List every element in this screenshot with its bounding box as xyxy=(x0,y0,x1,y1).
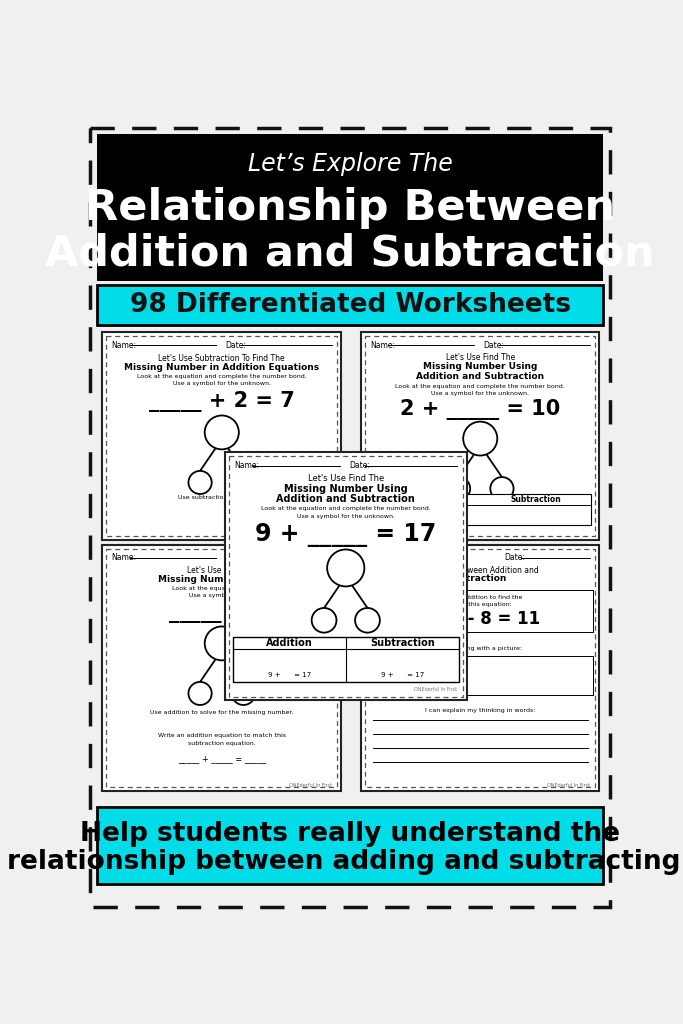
Text: Look at the equation and complete the number bond.: Look at the equation and complete the nu… xyxy=(395,384,565,389)
Text: ny thinking with a picture:: ny thinking with a picture: xyxy=(438,646,522,651)
Text: Use a symbol for the unknown.: Use a symbol for the unknown. xyxy=(173,381,270,386)
Bar xyxy=(229,457,463,696)
Text: ber in this equation:: ber in this equation: xyxy=(448,602,512,607)
Circle shape xyxy=(232,682,255,705)
Bar xyxy=(361,333,599,541)
Text: ubtraction: ubtraction xyxy=(454,574,507,584)
Text: Date:: Date: xyxy=(350,461,370,470)
Text: Addition: Addition xyxy=(266,638,313,648)
Text: Addition and Subtraction: Addition and Subtraction xyxy=(45,232,655,274)
Text: Missing Number Using: Missing Number Using xyxy=(423,362,538,372)
Circle shape xyxy=(232,471,255,494)
Text: 9 +      = 17: 9 + = 17 xyxy=(380,672,424,678)
Text: Name:: Name: xyxy=(112,341,137,350)
Text: Subtraction: Subtraction xyxy=(510,495,561,504)
Bar xyxy=(97,807,603,884)
Text: _____ - 10: _____ - 10 xyxy=(169,602,274,623)
Text: Use addition to solve for the missing number.: Use addition to solve for the missing nu… xyxy=(150,711,294,715)
Text: an use addition to find the: an use addition to find the xyxy=(438,595,522,600)
Text: ONEderful In First: ONEderful In First xyxy=(547,782,590,787)
Text: 2 + _____ = 10: 2 + _____ = 10 xyxy=(400,398,560,420)
Text: 9 + _____ = 17: 9 + _____ = 17 xyxy=(255,523,436,547)
Text: Missing Number in Subtr: Missing Number in Subtr xyxy=(158,575,285,584)
Text: Date:: Date: xyxy=(484,341,505,350)
Text: Name:: Name: xyxy=(371,341,395,350)
Circle shape xyxy=(205,627,239,660)
Bar xyxy=(225,453,466,700)
Bar xyxy=(102,333,341,541)
Circle shape xyxy=(447,477,470,500)
Bar xyxy=(97,285,603,325)
Text: Use subtraction to solve for: Use subtraction to solve for xyxy=(178,496,265,501)
Text: relationship between adding and subtracting!: relationship between adding and subtract… xyxy=(8,849,683,876)
Text: Write an addition equation to match this: Write an addition equation to match this xyxy=(158,733,285,738)
Text: Look at the equation and comp: Look at the equation and comp xyxy=(172,586,271,591)
Text: Date:: Date: xyxy=(225,553,247,562)
Text: tionship Between Addition and: tionship Between Addition and xyxy=(421,565,539,574)
Bar xyxy=(233,637,459,682)
Text: 9 +      = 17: 9 + = 17 xyxy=(268,672,311,678)
Text: 98 Differentiated Worksheets: 98 Differentiated Worksheets xyxy=(130,292,570,317)
Bar xyxy=(107,549,337,787)
Bar xyxy=(97,134,603,281)
Circle shape xyxy=(355,608,380,633)
Text: Let's Use Subtraction To Find The: Let's Use Subtraction To Find The xyxy=(158,354,285,362)
Text: _____ + 2 = 7: _____ + 2 = 7 xyxy=(149,391,294,412)
Text: Date:: Date: xyxy=(225,341,247,350)
Text: Let's Use Find The: Let's Use Find The xyxy=(307,474,384,483)
Text: Use a symbol for the unknown.: Use a symbol for the unknown. xyxy=(431,390,529,395)
Text: Date:: Date: xyxy=(504,553,525,562)
Circle shape xyxy=(311,608,337,633)
Text: Use a symbol for the unknown.: Use a symbol for the unknown. xyxy=(297,514,395,519)
Text: Addition and Subtraction: Addition and Subtraction xyxy=(416,372,544,381)
Circle shape xyxy=(327,550,364,587)
Text: Let's Use Addition: Let's Use Addition xyxy=(187,565,256,574)
Text: Help students really understand the: Help students really understand the xyxy=(80,820,620,847)
Circle shape xyxy=(490,477,514,500)
Circle shape xyxy=(189,682,212,705)
Bar xyxy=(361,545,599,792)
Bar xyxy=(369,494,591,525)
Text: Use a symbol for the: Use a symbol for the xyxy=(189,593,254,598)
Text: _____ + _____ = _____: _____ + _____ = _____ xyxy=(178,755,266,764)
Text: I can explain my thinking in words:: I can explain my thinking in words: xyxy=(425,708,535,713)
Text: Let’s Explore The: Let’s Explore The xyxy=(248,152,452,176)
Text: Addition and Subtraction: Addition and Subtraction xyxy=(277,494,415,504)
Circle shape xyxy=(463,422,497,456)
Text: Look at the equation and complete the number bond.: Look at the equation and complete the nu… xyxy=(261,506,431,511)
Text: ONEderful In First: ONEderful In First xyxy=(289,782,332,787)
Text: Subtraction: Subtraction xyxy=(370,638,434,648)
Text: Name:: Name: xyxy=(234,461,259,470)
Text: Look at the equation and complete the number bond.: Look at the equation and complete the nu… xyxy=(137,375,307,380)
Bar xyxy=(102,545,341,792)
Circle shape xyxy=(189,471,212,494)
Text: Missing Number in Addition Equations: Missing Number in Addition Equations xyxy=(124,364,320,373)
Text: _____ - 8 = 11: _____ - 8 = 11 xyxy=(420,609,540,628)
Text: Relationship Between: Relationship Between xyxy=(85,186,615,228)
Text: Missing Number Using: Missing Number Using xyxy=(284,483,408,494)
Circle shape xyxy=(205,416,239,450)
Bar xyxy=(367,656,593,695)
Text: ONEderful In First: ONEderful In First xyxy=(415,687,458,692)
Bar xyxy=(365,336,596,537)
Bar xyxy=(365,549,596,787)
Text: Name:: Name: xyxy=(112,553,137,562)
Bar xyxy=(107,336,337,537)
Bar xyxy=(367,590,593,632)
Text: subtraction equation.: subtraction equation. xyxy=(188,741,255,746)
Text: Let's Use Find The: Let's Use Find The xyxy=(445,353,515,362)
